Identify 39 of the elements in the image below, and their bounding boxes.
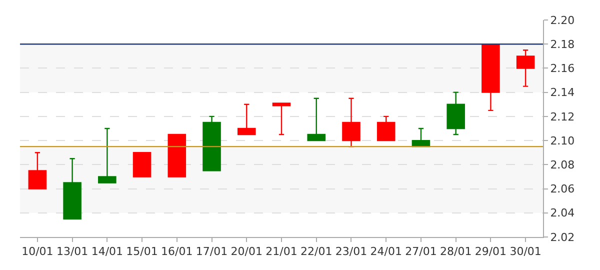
x-tick-label: 13/01 [56, 245, 88, 258]
x-tick-label: 24/01 [370, 245, 402, 258]
candlestick [237, 104, 256, 136]
y-tick-label: 2.20 [550, 14, 575, 27]
candlestick [98, 128, 116, 184]
x-tick-label: 16/01 [161, 245, 193, 258]
candlestick [63, 158, 82, 220]
y-tick-label: 2.18 [550, 38, 575, 51]
y-tick-label: 2.06 [550, 182, 575, 196]
y-tick-label: 2.02 [550, 230, 575, 244]
x-tick-label: 29/01 [474, 245, 507, 258]
candlestick [446, 92, 465, 136]
y-tick-label: 2.04 [550, 206, 575, 220]
x-tick-label: 15/01 [126, 245, 158, 258]
x-tick-label: 23/01 [335, 245, 368, 258]
y-tick-label: 2.12 [550, 110, 575, 124]
candlestick [307, 98, 326, 142]
y-tick-label: 2.14 [550, 86, 575, 100]
y-tick-label: 2.10 [550, 134, 575, 148]
x-tick-label: 30/01 [510, 245, 542, 258]
candlestick [376, 116, 396, 142]
candlestick [168, 134, 186, 178]
x-tick-label: 22/01 [300, 245, 332, 258]
candlestick [342, 98, 360, 148]
x-tick-label: 10/01 [22, 245, 54, 258]
y-tick-label: 2.08 [550, 158, 575, 172]
candlestick [272, 102, 291, 136]
y-tick-label: 2.16 [550, 62, 575, 76]
x-tick-label: 28/01 [440, 245, 472, 258]
x-tick-label: 21/01 [266, 245, 298, 258]
candlestick [132, 152, 152, 178]
x-tick-label: 17/01 [196, 245, 228, 258]
candlestick [516, 50, 535, 87]
candlestick [28, 152, 47, 190]
candlestick [202, 116, 221, 172]
x-tick-label: 27/01 [405, 245, 437, 258]
x-tick-label: 20/01 [230, 245, 262, 258]
x-tick-label: 14/01 [91, 245, 124, 258]
candlestick [482, 44, 500, 112]
